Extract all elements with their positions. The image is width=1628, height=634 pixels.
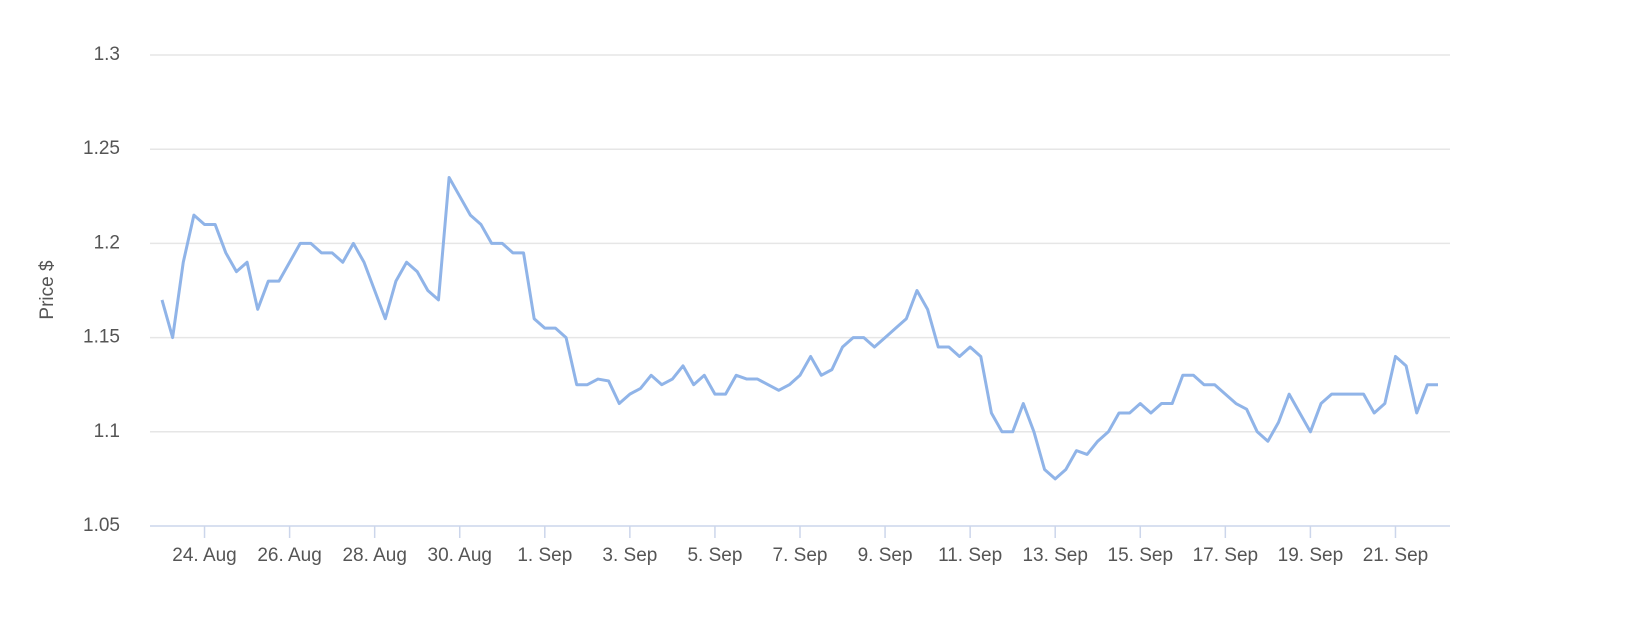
- x-tick-label: 17. Sep: [1193, 545, 1259, 566]
- x-tick-label: 30. Aug: [428, 545, 492, 566]
- x-tick-label: 7. Sep: [773, 545, 828, 566]
- y-axis-label: Price $: [37, 260, 58, 320]
- x-tick-label: 26. Aug: [257, 545, 321, 566]
- y-tick-label: 1.1: [94, 421, 120, 442]
- x-tick-label: 13. Sep: [1022, 545, 1088, 566]
- x-tick-label: 28. Aug: [342, 545, 406, 566]
- x-tick-label: 1. Sep: [517, 545, 572, 566]
- x-tick-label: 11. Sep: [938, 545, 1002, 566]
- x-tick-label: 3. Sep: [602, 545, 657, 566]
- x-tick-label: 19. Sep: [1278, 545, 1344, 566]
- x-tick-label: 5. Sep: [687, 545, 742, 566]
- price-line: [160, 175, 1438, 481]
- x-tick-label: 24. Aug: [172, 545, 236, 566]
- x-tick-label: 9. Sep: [858, 545, 913, 566]
- y-tick-label: 1.3: [94, 44, 120, 65]
- y-tick-label: 1.05: [83, 515, 120, 536]
- x-tick-label: 21. Sep: [1363, 545, 1429, 566]
- y-tick-label: 1.25: [83, 138, 120, 159]
- y-tick-label: 1.15: [83, 327, 120, 348]
- x-tick-label: 15. Sep: [1108, 545, 1174, 566]
- y-tick-label: 1.2: [94, 232, 120, 253]
